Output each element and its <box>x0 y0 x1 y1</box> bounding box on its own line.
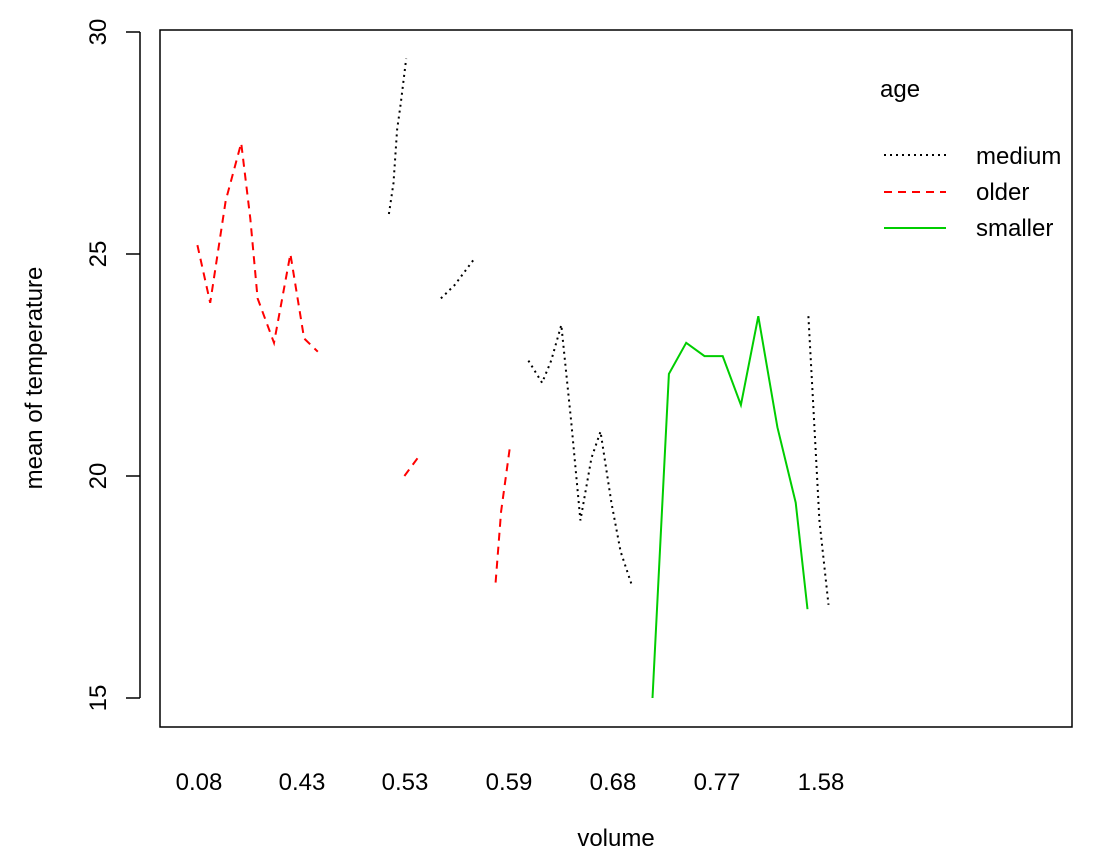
y-tick-label: 25 <box>85 241 112 268</box>
series-line-medium <box>527 324 634 588</box>
plot-frame <box>159 29 1073 728</box>
x-axis-label: volume <box>577 825 654 852</box>
series-line-medium <box>807 316 830 605</box>
x-tick-label: 0.53 <box>382 769 429 796</box>
series-line-medium <box>440 257 476 300</box>
series-line-older <box>403 453 422 477</box>
x-tick-label: 0.68 <box>590 769 637 796</box>
legend-title: age <box>880 76 920 103</box>
series-line-older <box>494 444 512 583</box>
legend-label-smaller: smaller <box>976 215 1053 242</box>
x-axis-ticks: 0.08 0.43 0.53 0.59 0.68 0.77 1.58 <box>176 769 845 796</box>
legend-label-older: older <box>976 179 1029 206</box>
series-line-medium <box>387 58 408 215</box>
x-tick-label: 0.43 <box>279 769 326 796</box>
y-tick-label: 30 <box>85 19 112 46</box>
legend-label-medium: medium <box>976 143 1061 170</box>
x-tick-label: 1.58 <box>798 769 845 796</box>
series-line-smaller <box>651 316 809 699</box>
y-axis-label: mean of temperature <box>21 267 48 490</box>
x-tick-label: 0.59 <box>486 769 533 796</box>
y-tick-label: 20 <box>85 463 112 490</box>
x-tick-label: 0.08 <box>176 769 223 796</box>
legend: age medium older smaller <box>880 76 1061 242</box>
x-tick-label: 0.77 <box>694 769 741 796</box>
y-tick-label: 15 <box>85 685 112 712</box>
y-axis: 15 20 25 30 <box>85 19 141 712</box>
series-line-older <box>196 142 319 353</box>
series-lines <box>196 58 830 699</box>
